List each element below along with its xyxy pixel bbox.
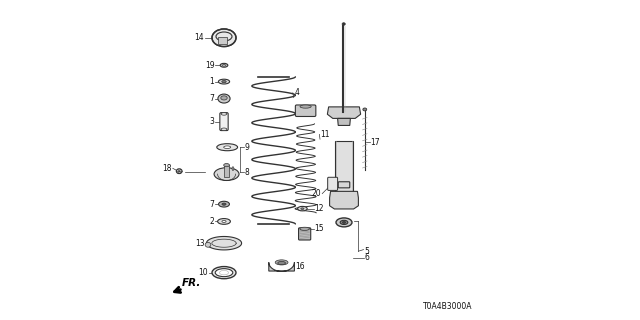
Text: 7: 7 xyxy=(209,200,214,209)
Ellipse shape xyxy=(224,146,231,148)
Text: 12: 12 xyxy=(314,204,324,213)
Ellipse shape xyxy=(224,164,230,167)
Ellipse shape xyxy=(222,203,226,205)
Ellipse shape xyxy=(221,96,227,100)
Text: 3: 3 xyxy=(209,117,214,126)
Text: 10: 10 xyxy=(198,268,208,277)
Text: FR.: FR. xyxy=(182,278,201,288)
Ellipse shape xyxy=(218,79,230,84)
Polygon shape xyxy=(207,236,242,250)
Text: 16: 16 xyxy=(295,262,305,271)
Bar xyxy=(335,141,353,198)
Ellipse shape xyxy=(301,208,304,210)
Text: 15: 15 xyxy=(314,224,324,233)
Ellipse shape xyxy=(278,261,285,265)
Ellipse shape xyxy=(336,218,352,227)
Bar xyxy=(218,37,227,44)
FancyBboxPatch shape xyxy=(339,182,349,188)
Ellipse shape xyxy=(221,113,227,115)
Ellipse shape xyxy=(205,243,211,247)
Text: 7: 7 xyxy=(209,94,214,103)
Ellipse shape xyxy=(300,227,310,230)
Ellipse shape xyxy=(218,201,230,207)
FancyBboxPatch shape xyxy=(298,228,311,240)
Text: 9: 9 xyxy=(245,143,250,152)
FancyBboxPatch shape xyxy=(220,113,228,131)
Text: 18: 18 xyxy=(163,164,172,173)
FancyBboxPatch shape xyxy=(328,177,338,190)
Text: 13: 13 xyxy=(195,239,205,248)
Ellipse shape xyxy=(342,221,346,223)
Text: 11: 11 xyxy=(321,130,330,139)
Text: 14: 14 xyxy=(194,33,204,42)
Ellipse shape xyxy=(212,267,236,279)
Ellipse shape xyxy=(275,260,288,265)
Polygon shape xyxy=(338,118,351,125)
Ellipse shape xyxy=(222,81,227,83)
Text: T0A4B3000A: T0A4B3000A xyxy=(422,302,472,311)
Bar xyxy=(224,165,230,177)
Ellipse shape xyxy=(177,169,182,173)
Ellipse shape xyxy=(232,167,234,171)
Ellipse shape xyxy=(223,65,225,66)
Ellipse shape xyxy=(215,269,233,276)
Ellipse shape xyxy=(222,220,226,222)
Text: 4: 4 xyxy=(294,88,300,97)
Polygon shape xyxy=(269,262,294,271)
Text: 20: 20 xyxy=(312,189,322,198)
Text: 19: 19 xyxy=(205,61,214,70)
Polygon shape xyxy=(327,107,361,118)
Text: 8: 8 xyxy=(245,168,250,177)
Ellipse shape xyxy=(220,63,228,67)
Ellipse shape xyxy=(212,29,236,47)
Ellipse shape xyxy=(298,206,307,211)
FancyBboxPatch shape xyxy=(296,105,316,116)
Text: 17: 17 xyxy=(371,138,380,147)
Ellipse shape xyxy=(221,128,227,131)
Text: 6: 6 xyxy=(364,253,369,262)
Ellipse shape xyxy=(342,23,346,25)
Text: 1: 1 xyxy=(210,77,214,86)
Polygon shape xyxy=(330,191,358,209)
Ellipse shape xyxy=(340,220,348,225)
Ellipse shape xyxy=(214,168,239,180)
Text: 2: 2 xyxy=(210,217,214,226)
Ellipse shape xyxy=(363,108,367,111)
Ellipse shape xyxy=(218,94,230,103)
Ellipse shape xyxy=(218,219,230,224)
Text: 5: 5 xyxy=(364,247,369,256)
Ellipse shape xyxy=(217,144,237,151)
Ellipse shape xyxy=(300,105,311,108)
